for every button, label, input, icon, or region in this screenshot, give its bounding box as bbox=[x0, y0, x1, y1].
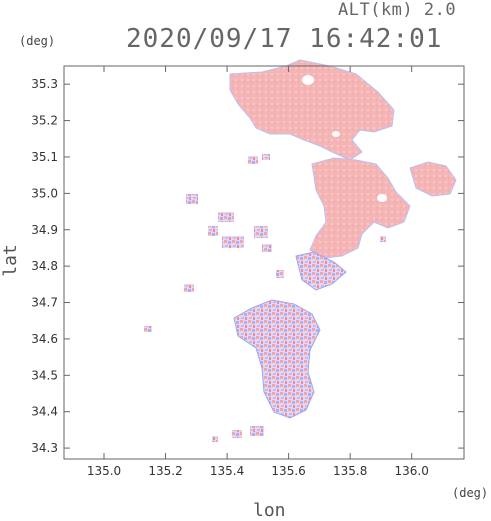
y-tick-label: 34.7 bbox=[31, 296, 58, 310]
echo-cells-scattered bbox=[144, 154, 386, 442]
y-tick-label: 34.5 bbox=[31, 368, 58, 382]
echo-region-far-east bbox=[409, 161, 457, 197]
plot-frame bbox=[63, 65, 465, 460]
x-axis-label: lon bbox=[253, 500, 286, 521]
y-tick-label: 35.0 bbox=[31, 186, 58, 200]
x-tick-label: 135.0 bbox=[87, 464, 121, 478]
x-axis-ticks: 135.0 135.2 135.4 135.6 135.8 136.0 bbox=[87, 66, 429, 478]
y-tick-label: 34.8 bbox=[31, 259, 58, 273]
x-tick-label: 135.6 bbox=[271, 464, 305, 478]
y-tick-label: 35.1 bbox=[31, 150, 58, 164]
x-tick-label: 135.4 bbox=[210, 464, 244, 478]
y-axis-ticks: 34.3 34.4 34.5 34.6 34.7 34.8 34.9 35.0 35.1 35.2… bbox=[31, 77, 464, 455]
y-tick-label: 34.4 bbox=[31, 405, 58, 419]
y-tick-label: 34.9 bbox=[31, 223, 58, 237]
x-tick-label: 135.2 bbox=[148, 464, 182, 478]
altitude-label: ALT(km) 2.0 bbox=[338, 0, 457, 20]
echo-region-mid bbox=[295, 251, 347, 291]
echo-region-east bbox=[309, 157, 411, 259]
x-tick-label: 135.8 bbox=[333, 464, 367, 478]
echo-region-north bbox=[229, 59, 395, 161]
echo-layer bbox=[144, 59, 457, 442]
x-unit-label: (deg) bbox=[452, 486, 489, 500]
echo-region-south bbox=[233, 299, 321, 419]
x-tick-label: 136.0 bbox=[395, 464, 429, 478]
y-unit-label: (deg) bbox=[19, 34, 56, 48]
echo-gaps bbox=[302, 75, 387, 202]
y-tick-label: 34.6 bbox=[31, 332, 58, 346]
y-tick-label: 35.3 bbox=[31, 77, 58, 91]
y-tick-label: 34.3 bbox=[31, 441, 58, 455]
y-tick-label: 35.2 bbox=[31, 114, 58, 128]
timestamp-title: 2020/09/17 16:42:01 bbox=[126, 24, 443, 54]
